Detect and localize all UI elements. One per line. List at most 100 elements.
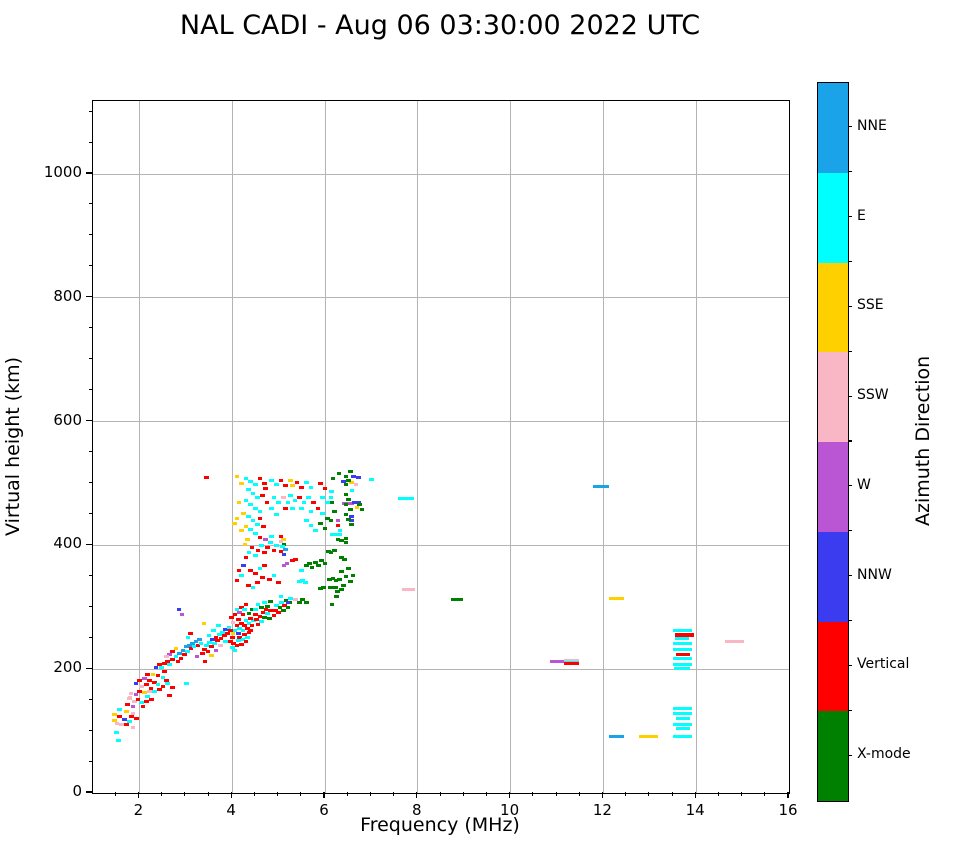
y-major-tick (86, 172, 92, 174)
data-point (255, 548, 261, 552)
data-point (253, 613, 258, 617)
data-point (343, 483, 349, 487)
data-point (255, 495, 261, 499)
x-tick-label: 16 (778, 801, 798, 819)
data-point (230, 620, 236, 624)
data-point (304, 563, 309, 567)
data-point (133, 693, 139, 697)
data-point (369, 478, 374, 482)
data-point (335, 518, 341, 522)
data-point (176, 607, 182, 611)
data-point (331, 548, 337, 552)
data-point (329, 602, 335, 606)
data-point (250, 491, 256, 495)
data-point (246, 583, 251, 587)
data-point (673, 628, 692, 632)
data-point (138, 701, 144, 705)
gridline-x (231, 101, 233, 793)
data-point (198, 642, 204, 646)
data-point (341, 584, 346, 588)
data-point (285, 600, 291, 604)
data-point (155, 673, 161, 677)
data-point (206, 633, 212, 637)
y-axis-label: Virtual height (km) (2, 356, 24, 536)
y-tick-label: 600 (53, 410, 82, 429)
data-point (201, 621, 207, 625)
data-point (194, 654, 200, 658)
x-minor-tick (393, 792, 395, 796)
data-point (253, 553, 258, 557)
x-minor-tick (161, 792, 163, 796)
data-point (140, 704, 146, 708)
data-point (315, 506, 321, 510)
data-point (299, 506, 305, 510)
colorbar-label-nne: NNE (857, 117, 887, 134)
data-point (339, 588, 344, 592)
data-point (213, 635, 219, 639)
data-point (207, 641, 212, 645)
x-minor-tick (764, 792, 766, 796)
data-point (243, 619, 249, 623)
data-point (259, 543, 264, 547)
data-point (218, 636, 224, 640)
x-minor-tick (114, 792, 116, 796)
data-point (205, 650, 211, 654)
data-point (155, 683, 161, 687)
y-minor-tick (88, 358, 92, 360)
data-point (157, 688, 162, 692)
data-point (343, 503, 349, 507)
data-point (451, 598, 464, 602)
y-minor-tick (88, 389, 92, 391)
data-point (349, 481, 354, 485)
y-minor-tick (88, 574, 92, 576)
data-point (178, 657, 184, 661)
data-point (345, 478, 351, 482)
data-point (278, 540, 284, 544)
data-point (211, 629, 216, 633)
data-point (249, 624, 255, 628)
data-point (608, 596, 625, 600)
data-point (137, 678, 142, 682)
y-tick-label: 0 (72, 782, 82, 800)
data-point (673, 647, 692, 651)
data-point (293, 597, 299, 601)
data-point (265, 546, 270, 550)
data-point (276, 611, 281, 615)
colorbar-segment-ssw (818, 352, 848, 442)
data-point (262, 563, 267, 567)
data-point (276, 500, 281, 504)
data-point (124, 709, 129, 713)
data-point (132, 699, 138, 703)
data-point (306, 495, 312, 499)
data-point (209, 645, 214, 649)
data-point (356, 475, 361, 479)
data-point (328, 519, 334, 523)
data-point (271, 613, 277, 617)
data-point (255, 603, 261, 607)
x-minor-tick (671, 792, 673, 796)
data-point (255, 581, 261, 585)
data-point (245, 635, 250, 639)
y-minor-tick (88, 760, 92, 762)
data-point (251, 619, 256, 623)
data-point (299, 568, 305, 572)
data-point (329, 500, 335, 504)
data-point (262, 482, 267, 486)
data-point (253, 531, 258, 535)
data-point (285, 500, 291, 504)
data-point (229, 646, 235, 650)
x-minor-tick (346, 792, 348, 796)
data-point (335, 524, 341, 528)
data-point (274, 543, 280, 547)
data-point (259, 605, 264, 609)
data-point (202, 660, 208, 664)
data-point (250, 519, 256, 523)
data-point (268, 599, 274, 603)
data-point (343, 537, 349, 541)
data-point (185, 650, 190, 654)
data-point (183, 645, 189, 649)
data-point (278, 595, 284, 599)
data-point (398, 496, 415, 500)
y-tick-label: 800 (53, 286, 82, 305)
data-point (306, 562, 312, 566)
